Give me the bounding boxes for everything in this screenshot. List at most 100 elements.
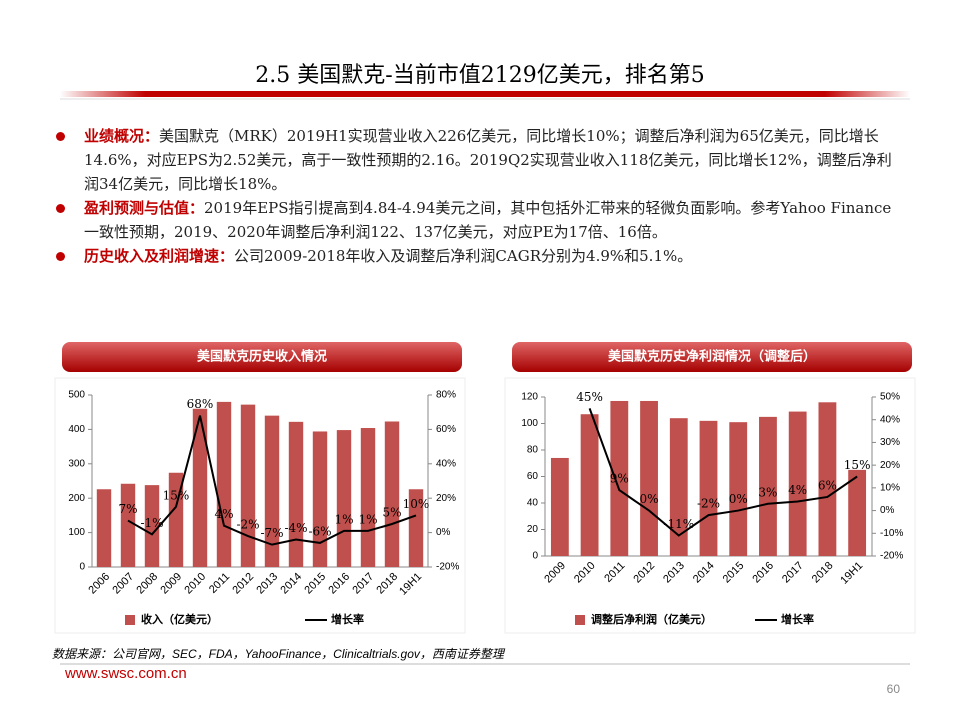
y2-tick-label: 50% <box>880 392 900 403</box>
data-label: 1% <box>334 512 353 526</box>
bar <box>288 421 304 567</box>
data-label: -4% <box>284 521 307 535</box>
data-label: 45% <box>576 390 603 404</box>
bullet-text: 公司2009-2018年收入及调整后净利润CAGR分别为4.9%和5.1%。 <box>234 247 693 265</box>
y2-tick-label: 60% <box>436 424 456 435</box>
y-tick-label: 80 <box>527 445 539 456</box>
data-label: 68% <box>187 397 214 411</box>
source-note: 数据来源：公司官网，SEC，FDA，YahooFinance，Clinicalt… <box>52 647 506 661</box>
data-label: 6% <box>818 478 837 492</box>
bar <box>580 414 599 556</box>
y2-tick-label: 30% <box>880 437 900 448</box>
y2-tick-label: 20% <box>436 493 456 504</box>
data-label: 5% <box>382 506 401 520</box>
bullet-dot <box>56 132 65 141</box>
bullet-text: 美国默克（MRK）2019H1实现营业收入226亿美元，同比增长10%；调整后净… <box>84 127 892 193</box>
y2-tick-label: 20% <box>880 460 900 471</box>
bar <box>408 489 424 567</box>
bar <box>192 408 208 567</box>
title-banner <box>512 342 912 372</box>
growth-line <box>127 415 417 546</box>
y2-tick-label: 40% <box>436 458 456 469</box>
bullet-text: 2019年EPS指引提高到4.84-4.94美元之间，其中包括外汇带来的轻微负面… <box>84 199 892 241</box>
data-label: 1% <box>358 512 377 526</box>
bullet: 盈利预测与估值：2019年EPS指引提高到4.84-4.94美元之间，其中包括外… <box>52 196 902 244</box>
data-label: -7% <box>260 526 283 540</box>
y2-tick-label: 0% <box>436 527 451 538</box>
y2-tick-label: -20% <box>880 551 903 562</box>
y-tick-label: 40 <box>527 498 539 509</box>
bullet-dot <box>56 252 65 261</box>
y-tick-label: 500 <box>68 390 85 401</box>
y-tick-label: 0 <box>79 562 85 573</box>
bar <box>610 400 629 556</box>
data-label: 0% <box>729 492 748 506</box>
y2-tick-label: 80% <box>436 390 456 401</box>
y-tick-label: 0 <box>532 551 538 562</box>
bar <box>96 489 112 567</box>
bullet-label: 盈利预测与估值： <box>84 199 205 217</box>
y2-tick-label: 0% <box>880 505 895 516</box>
data-label: 4% <box>788 483 807 497</box>
slide-title: 2.5 美国默克-当前市值2129亿美元，排名第5 <box>255 63 704 88</box>
bar <box>640 400 658 556</box>
bar <box>360 428 376 567</box>
legend-label: 收入（亿美元） <box>141 612 218 626</box>
data-label: 10% <box>403 497 430 511</box>
bar <box>216 401 232 567</box>
data-label: -2% <box>236 518 259 532</box>
y-tick-label: 100 <box>68 527 85 538</box>
title-banner <box>62 342 462 372</box>
legend-swatch <box>125 615 135 625</box>
bar <box>264 415 280 567</box>
bar <box>788 411 807 556</box>
bar <box>312 431 328 567</box>
bar <box>240 404 256 567</box>
page-number: 60 <box>887 682 901 696</box>
bar <box>848 469 867 556</box>
bullet: 历史收入及利润增速：公司2009-2018年收入及调整后净利润CAGR分别为4.… <box>52 244 902 268</box>
site-url: www.swsc.com.cn <box>64 665 187 682</box>
legend-swatch <box>575 615 585 625</box>
legend-label: 调整后净利润（亿美元） <box>591 612 712 626</box>
bar <box>759 416 777 556</box>
data-label: 15% <box>844 458 871 472</box>
y-tick-label: 120 <box>521 392 538 403</box>
bar <box>699 420 718 556</box>
bullet: 业绩概况：美国默克（MRK）2019H1实现营业收入226亿美元，同比增长10%… <box>52 124 902 196</box>
y2-tick-label: -20% <box>436 562 459 573</box>
data-label: -6% <box>308 524 331 538</box>
y-tick-label: 400 <box>68 424 85 435</box>
bullet-dot <box>56 204 65 213</box>
data-label: 0% <box>640 492 659 506</box>
bar <box>818 402 837 556</box>
bullet-label: 业绩概况： <box>84 127 160 145</box>
legend-label: 增长率 <box>781 612 814 626</box>
bar <box>144 485 160 567</box>
bar <box>336 430 352 567</box>
bullet-label: 历史收入及利润增速： <box>84 247 235 265</box>
bar <box>550 457 569 556</box>
data-label: 7% <box>118 502 137 516</box>
growth-line <box>588 408 858 537</box>
y-tick-label: 20 <box>527 524 539 535</box>
y-tick-label: 60 <box>527 471 539 482</box>
data-label: 15% <box>163 488 190 502</box>
chart-title: 美国默克历史净利润情况（调整后） <box>608 348 816 363</box>
y2-tick-label: -10% <box>880 528 903 539</box>
bar <box>384 421 400 567</box>
chart-title: 美国默克历史收入情况 <box>197 348 327 363</box>
y-tick-label: 100 <box>521 418 538 429</box>
y-tick-label: 300 <box>68 458 85 469</box>
y-tick-label: 200 <box>68 493 85 504</box>
y2-tick-label: 40% <box>880 414 900 425</box>
bar <box>120 483 136 567</box>
data-label: -2% <box>697 497 720 511</box>
data-label: -11% <box>663 517 694 531</box>
y2-tick-label: 10% <box>880 482 900 493</box>
bar <box>729 422 748 556</box>
data-label: 4% <box>214 507 233 521</box>
bar <box>669 418 688 556</box>
bullet-list: 业绩概况：美国默克（MRK）2019H1实现营业收入226亿美元，同比增长10%… <box>52 124 902 268</box>
